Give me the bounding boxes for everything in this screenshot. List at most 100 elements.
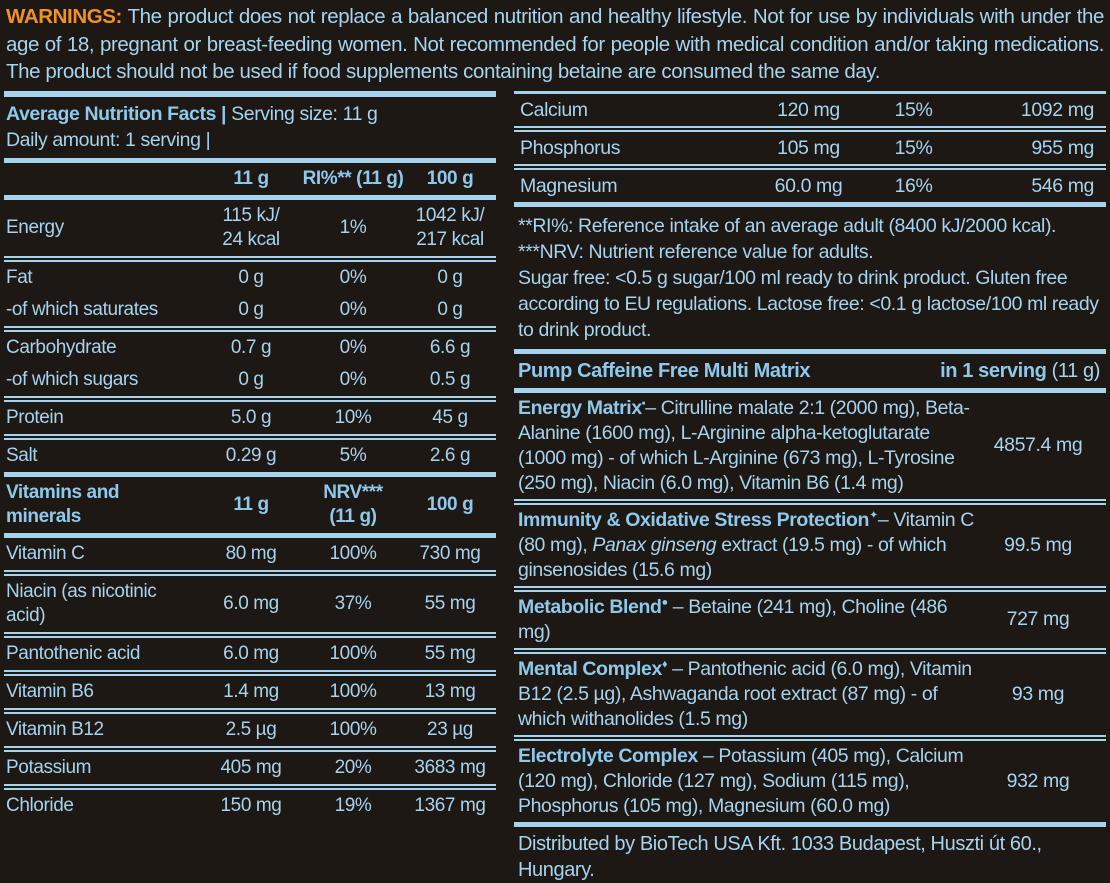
column-header-row: 11 g RI%** (11 g) 100 g — [4, 163, 496, 195]
column-header-100g: 100 g — [426, 167, 474, 189]
nutrient-label: Magnesium — [520, 174, 618, 197]
value-nrv: 37% — [334, 592, 372, 614]
value-100g: 2.6 g — [429, 444, 471, 466]
value-100g: 45 g — [432, 406, 468, 428]
divider — [4, 194, 496, 200]
row-divider — [4, 325, 496, 332]
value-100g: 730 mg — [419, 542, 481, 564]
blend-ingredients: extract (19.5 mg) - of which ginsenoside… — [518, 533, 947, 581]
value-nrv: 100% — [329, 680, 377, 702]
table-row: Fat 0 g 0% 0 g — [4, 262, 496, 294]
value-11g: 5.0 g — [230, 406, 272, 428]
table-row: Energy 115 kJ/ 24 kcal 1% 1042 kJ/ 217 kcal — [4, 200, 496, 256]
note-line: ***NRV: Nutrient reference value for adu… — [518, 240, 874, 263]
table-row: -of which saturates 0 g 0% 0 g — [4, 294, 496, 326]
title-rest: Serving size: 11 g — [226, 102, 378, 125]
value-100g: 23 µg — [427, 718, 473, 740]
blend-symbol-icon: ♦ — [661, 658, 668, 670]
blend-symbol-icon: ● — [661, 596, 669, 608]
nutrition-facts-title-block: Average Nutrition Facts | Serving size: … — [4, 97, 496, 158]
blend-ingredient-latin: Panax ginseng — [592, 533, 717, 556]
table-row: Vitamin C 80 mg 100% 730 mg — [4, 538, 496, 570]
blend-row: Metabolic Blend● – Betaine (241 mg), Cho… — [514, 592, 1106, 648]
blend-description: Energy Matrix▪– Citrulline malate 2:1 (2… — [514, 396, 974, 496]
row-divider — [514, 734, 1106, 741]
value-ri: 0% — [339, 368, 367, 390]
nutrient-group: Protein 5.0 g 10% 45 g — [4, 402, 496, 434]
label-columns: Average Nutrition Facts | Serving size: … — [4, 90, 1106, 883]
nutrient-label: Potassium — [6, 756, 92, 778]
nutrient-label: Salt — [6, 444, 38, 466]
value-11g: 0 g — [238, 298, 264, 320]
nutrient-label: Chloride — [6, 794, 74, 816]
blend-name: Immunity & Oxidative Stress Protection — [518, 508, 870, 531]
nutrient-label: Vitamin B6 — [6, 680, 94, 702]
warnings-label: WARNINGS: — [6, 5, 122, 28]
nutrient-label: Phosphorus — [520, 136, 621, 159]
value-11g: 60.0 mg — [774, 174, 843, 197]
value-11g: 0.29 g — [225, 444, 277, 466]
row-divider — [4, 395, 496, 402]
value-11g: 405 mg — [220, 756, 282, 778]
value-100g: 6.6 g — [429, 336, 471, 358]
note-line: **RI%: Reference intake of an average ad… — [518, 214, 1057, 237]
value-ri: 5% — [339, 444, 367, 466]
value-11g: 1.4 mg — [223, 680, 279, 702]
blend-description: Electrolyte Complex – Potassium (405 mg)… — [514, 744, 974, 819]
value-nrv: 100% — [329, 642, 377, 664]
table-row: Vitamin B6 1.4 mg 100% 13 mg — [4, 676, 496, 708]
blend-amount: 932 mg — [1006, 769, 1070, 792]
row-divider — [514, 585, 1106, 592]
matrix-serving-bold: in 1 serving — [940, 359, 1047, 382]
blend-description: Metabolic Blend● – Betaine (241 mg), Cho… — [514, 595, 974, 645]
nutrition-facts-title: Average Nutrition Facts | Serving size: … — [6, 101, 496, 127]
value-100g: 1367 mg — [414, 794, 486, 816]
blend-amount: 99.5 mg — [1004, 533, 1072, 556]
blend-name: Mental Complex — [518, 657, 662, 680]
vitamins-header-label: Vitamins and minerals — [6, 481, 120, 527]
row-divider — [514, 125, 1106, 132]
blend-row: Energy Matrix▪– Citrulline malate 2:1 (2… — [514, 393, 1106, 499]
blend-name: Energy Matrix — [518, 396, 642, 419]
table-row: Pantothenic acid 6.0 mg 100% 55 mg — [4, 638, 496, 670]
value-100g: 0.5 g — [429, 368, 471, 390]
value-11g: 150 mg — [220, 794, 282, 816]
value-11g: 2.5 µg — [225, 718, 277, 740]
divider — [4, 532, 496, 538]
value-ri: 10% — [334, 406, 372, 428]
value-100g: 55 mg — [424, 592, 476, 614]
row-divider — [4, 631, 496, 638]
blend-name: Metabolic Blend — [518, 595, 662, 618]
value-11g: 6.0 mg — [223, 642, 279, 664]
warnings-section: WARNINGS: The product does not replace a… — [4, 2, 1106, 89]
nutrient-group: Energy 115 kJ/ 24 kcal 1% 1042 kJ/ 217 kcal — [4, 200, 496, 256]
divider — [4, 157, 496, 163]
divider — [4, 471, 496, 477]
nutrition-facts-table: Average Nutrition Facts | Serving size: … — [4, 90, 496, 883]
value-11g: 105 mg — [777, 136, 840, 159]
nutrient-label: -of which saturates — [6, 298, 158, 320]
value-ri: 0% — [339, 298, 367, 320]
divider — [514, 201, 1106, 207]
blend-row: Immunity & Oxidative Stress Protection✦–… — [514, 505, 1106, 586]
value-100g: 1042 kJ/ 217 kcal — [415, 204, 485, 250]
value-ri: 15% — [894, 98, 933, 121]
row-divider — [4, 669, 496, 676]
warnings-body: The product does not replace a balanced … — [6, 5, 1104, 83]
supplement-facts-panel: WARNINGS: The product does not replace a… — [4, 2, 1106, 881]
column-header-ri: RI%** (11 g) — [302, 167, 404, 189]
value-100g: 3683 mg — [414, 756, 486, 778]
value-100g: 0 g — [437, 298, 463, 320]
value-100g: 1092 mg — [1020, 98, 1094, 121]
nutrient-label: Calcium — [520, 98, 588, 121]
nutrient-label: Fat — [6, 266, 33, 288]
blend-symbol-icon: ▪ — [641, 397, 646, 409]
value-11g: 115 kJ/ 24 kcal — [222, 204, 280, 250]
table-row: Calcium 120 mg 15% 1092 mg — [514, 94, 1106, 126]
divider — [514, 387, 1106, 393]
nutrient-group: Fat 0 g 0% 0 g -of which saturates 0 g 0% 0 g — [4, 262, 496, 326]
table-row: Salt 0.29 g 5% 2.6 g — [4, 440, 496, 472]
nutrient-label: Pantothenic acid — [6, 642, 141, 664]
table-row: Niacin (as nicotinic acid) 6.0 mg 37% 55 mg — [4, 576, 496, 632]
value-11g: 120 mg — [777, 98, 840, 121]
